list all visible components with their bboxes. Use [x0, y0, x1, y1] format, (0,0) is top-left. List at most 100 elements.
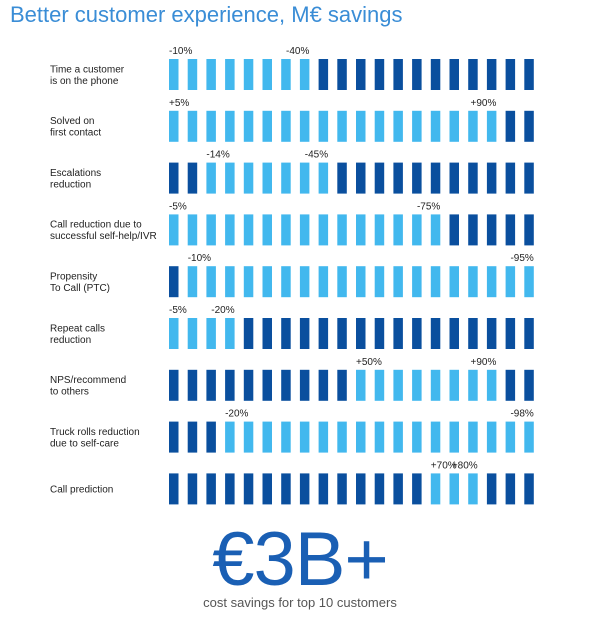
bar-segment: [299, 318, 310, 349]
bar-segment-highlight: [486, 369, 497, 401]
bar-segment-highlight: [169, 110, 179, 142]
bar-segment: [356, 473, 366, 505]
bar-segment-highlight: [318, 214, 329, 246]
bar-segment: [262, 318, 272, 349]
bar-segment: [449, 162, 459, 194]
bar-segment: [281, 473, 291, 505]
bar-segment-highlight: [356, 266, 366, 298]
bar-segment: [505, 214, 516, 246]
bar-segment-highlight: [299, 59, 310, 90]
bar-segment-highlight: [374, 369, 385, 401]
bar-segment-highlight: [243, 421, 254, 453]
bar-segment: [412, 318, 422, 349]
range-end-label: +90%: [471, 98, 497, 109]
bar-segment-highlight: [505, 266, 516, 298]
bar-segment: [524, 59, 534, 90]
bar-segment-highlight: [449, 110, 459, 142]
bar-segment-highlight: [468, 110, 478, 142]
bar-segment-highlight: [262, 162, 272, 194]
bar-segment-highlight: [187, 266, 198, 298]
bar-segment: [243, 473, 254, 505]
bar-segment-highlight: [206, 214, 216, 246]
bar-segment-highlight: [262, 59, 272, 90]
range-start-label: -5%: [169, 305, 187, 316]
range-start-label: -20%: [225, 409, 248, 420]
range-start-label: -14%: [206, 150, 229, 161]
bar-segment: [318, 473, 329, 505]
range-end-label: -40%: [286, 46, 309, 57]
bar-segment: [468, 162, 478, 194]
bar-segment-highlight: [524, 266, 534, 298]
bar-segment-highlight: [169, 318, 179, 349]
row-label: successful self-help/IVR: [50, 231, 157, 242]
bar-segment: [486, 162, 497, 194]
bar-segment: [206, 473, 216, 505]
bar-segment-highlight: [449, 473, 459, 505]
bar-segment-highlight: [430, 369, 441, 401]
bar-segment: [449, 318, 459, 349]
bar-segment-highlight: [393, 369, 403, 401]
row-label: first contact: [50, 128, 101, 139]
range-end-label: -45%: [305, 150, 328, 161]
range-end-label: -98%: [510, 409, 533, 420]
bar-segment-highlight: [449, 421, 459, 453]
bar-segment: [393, 162, 403, 194]
bar-segment-highlight: [468, 421, 478, 453]
bar-segment: [468, 214, 478, 246]
bar-segment: [486, 59, 497, 90]
bar-segment-highlight: [225, 110, 235, 142]
bar-segment: [187, 473, 198, 505]
bar-segment: [337, 473, 347, 505]
bar-segment: [486, 318, 497, 349]
row-label: reduction: [50, 335, 91, 346]
range-end-label: +80%: [452, 460, 478, 471]
bar-segment-highlight: [281, 59, 291, 90]
bar-segment: [524, 369, 534, 401]
bar-segment: [412, 59, 422, 90]
bar-segment-highlight: [281, 110, 291, 142]
bar-segment: [262, 369, 272, 401]
bar-segment-highlight: [412, 110, 422, 142]
bar-segment: [318, 369, 329, 401]
bar-segment: [299, 369, 310, 401]
bar-segment-highlight: [243, 214, 254, 246]
bar-segment: [225, 369, 235, 401]
bar-segment: [524, 318, 534, 349]
bar-segment-highlight: [430, 214, 441, 246]
bar-segment-highlight: [187, 214, 198, 246]
bar-segment-highlight: [206, 110, 216, 142]
bar-segment: [281, 369, 291, 401]
bar-segment: [318, 59, 329, 90]
bar-segment-highlight: [393, 110, 403, 142]
bar-segment-highlight: [318, 421, 329, 453]
bar-segment-highlight: [225, 214, 235, 246]
bar-segment: [449, 214, 459, 246]
bar-segment-highlight: [281, 214, 291, 246]
bar-segment: [524, 214, 534, 246]
bar-segment-highlight: [430, 110, 441, 142]
bar-segment-highlight: [374, 421, 385, 453]
bar-segment: [468, 59, 478, 90]
range-end-label: +90%: [471, 357, 497, 368]
row-label: Time a customer: [50, 64, 125, 75]
bar-segment: [318, 318, 329, 349]
row-label: To Call (PTC): [50, 283, 110, 294]
bar-segment: [243, 369, 254, 401]
bar-segment: [374, 59, 385, 90]
bar-segment-highlight: [337, 266, 347, 298]
bar-segment-highlight: [337, 214, 347, 246]
range-end-label: -95%: [510, 253, 533, 264]
bar-segment-highlight: [225, 266, 235, 298]
bar-segment-highlight: [281, 421, 291, 453]
bar-segment-highlight: [524, 421, 534, 453]
row-label: reduction: [50, 179, 91, 190]
row-label: Call prediction: [50, 484, 113, 495]
bar-segment-highlight: [243, 110, 254, 142]
bar-segment: [187, 369, 198, 401]
bar-segment-highlight: [243, 162, 254, 194]
bar-segment-highlight: [468, 266, 478, 298]
bar-segment: [505, 162, 516, 194]
bar-segment-highlight: [206, 266, 216, 298]
range-start-label: -5%: [169, 201, 187, 212]
